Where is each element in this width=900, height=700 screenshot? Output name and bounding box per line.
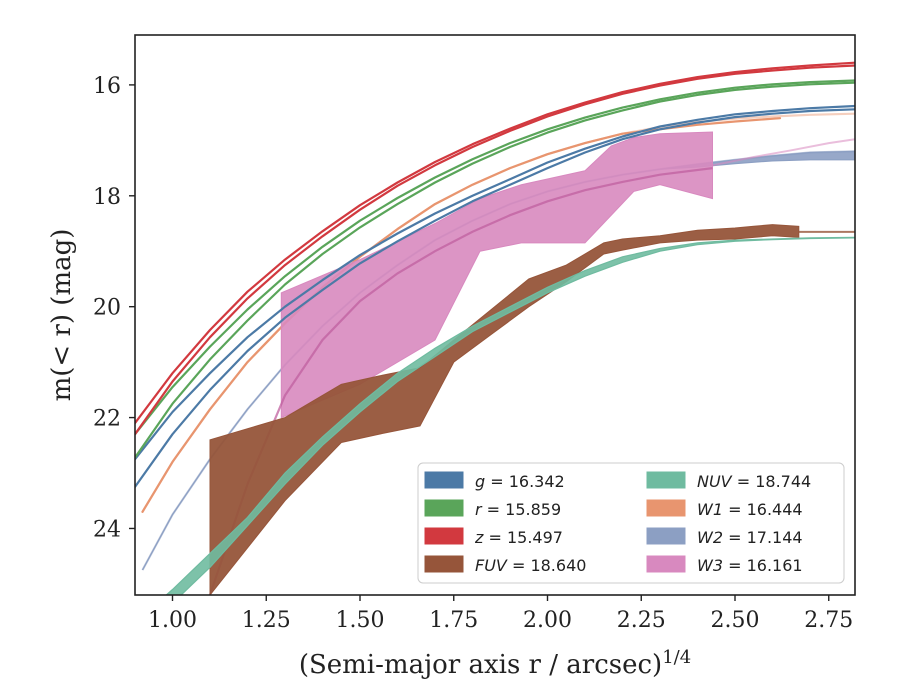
series-fuv (209, 224, 855, 595)
legend-swatch-g (424, 471, 464, 489)
series-z-curve-1 (135, 64, 855, 436)
y-tick-label: 24 (93, 517, 121, 542)
series-fuv-band (209, 224, 800, 595)
x-tick-label: 2.75 (804, 608, 853, 633)
series-r-curve-2 (135, 79, 855, 436)
y-axis: 16 18 20 22 24 (93, 74, 135, 542)
x-axis-title: (Semi-major axis r / arcsec)1/4 (299, 647, 691, 680)
legend-swatch-w3 (646, 555, 686, 573)
x-tick-label: 2.50 (711, 608, 760, 633)
legend-swatch-w2 (646, 527, 686, 545)
legend-series-value: = 16.161 (723, 556, 803, 575)
x-tick-label: 1.50 (336, 608, 385, 633)
x-tick-label: 1.25 (242, 608, 291, 633)
legend-series-value: = 18.744 (732, 472, 812, 491)
series-r-curve-1 (135, 81, 855, 459)
series-r (135, 79, 855, 459)
legend-series-name: W3 (697, 556, 723, 575)
legend-series-value: = 15.859 (482, 500, 562, 519)
series-g-curve-1 (135, 108, 855, 488)
x-tick-label: 2.25 (617, 608, 666, 633)
legend-swatch-nuv (646, 471, 686, 489)
legend-label-z: z = 15.497 (474, 528, 563, 547)
legend-series-name: FUV (475, 556, 508, 575)
plot-area (135, 61, 855, 595)
x-tick-label: 2.00 (523, 608, 572, 633)
legend-label-w2: W2 = 17.144 (697, 528, 803, 547)
legend-series-value: = 15.497 (483, 528, 563, 547)
legend-series-name: W2 (697, 528, 723, 547)
legend-swatch-r (424, 499, 464, 517)
legend-box (417, 462, 845, 584)
legend-series-name: NUV (697, 472, 733, 491)
series-w1-curve-2 (141, 112, 855, 513)
legend-swatch-fuv (424, 555, 464, 573)
y-axis-title: m(< r) (mag) (47, 229, 77, 402)
legend-series-value: = 16.342 (485, 472, 565, 491)
series-w3-tail (712, 138, 855, 167)
legend-swatch-w1 (646, 499, 686, 517)
series-w3 (208, 131, 855, 595)
legend-series-name: g (475, 472, 485, 491)
legend-swatch-z (424, 527, 464, 545)
plot-frame (134, 34, 856, 596)
legend-series-name: r (475, 500, 483, 519)
legend-series-value: = 16.444 (723, 500, 803, 519)
legend-label-r: r = 15.859 (475, 500, 561, 519)
y-tick-label: 18 (93, 185, 121, 210)
series-w3-band (280, 131, 713, 419)
legend-label-nuv: NUV = 18.744 (697, 472, 811, 491)
x-axis-title-superscript: 1/4 (662, 647, 691, 668)
series-g (135, 104, 855, 488)
legend-label-fuv: FUV = 18.640 (475, 556, 586, 575)
y-tick-label: 16 (93, 74, 121, 99)
series-g-curve-2 (135, 104, 855, 461)
legend-series-name: z (474, 528, 484, 547)
y-tick-label: 20 (93, 296, 121, 321)
x-axis-title-main: (Semi-major axis r / arcsec) (299, 650, 662, 680)
x-axis: 1.00 1.25 1.50 1.75 2.00 2.25 2.50 2.75 (148, 595, 853, 633)
series-z-curve-2 (135, 61, 855, 425)
legend-label-g: g = 16.342 (475, 472, 565, 491)
legend-label-w1: W1 = 16.444 (697, 500, 803, 519)
series-nuv (165, 236, 855, 595)
legend-series-value: = 17.144 (723, 528, 803, 547)
legend-series-name: W1 (697, 500, 723, 519)
legend-series-value: = 18.640 (507, 556, 587, 575)
series-w3-lower-curve (208, 167, 713, 595)
y-tick-label: 22 (93, 407, 121, 432)
x-tick-label: 1.00 (148, 608, 197, 633)
series-z (135, 61, 855, 436)
x-tick-label: 1.75 (429, 608, 478, 633)
series-nuv-band (165, 236, 855, 595)
legend-label-w3: W3 = 16.161 (697, 556, 803, 575)
